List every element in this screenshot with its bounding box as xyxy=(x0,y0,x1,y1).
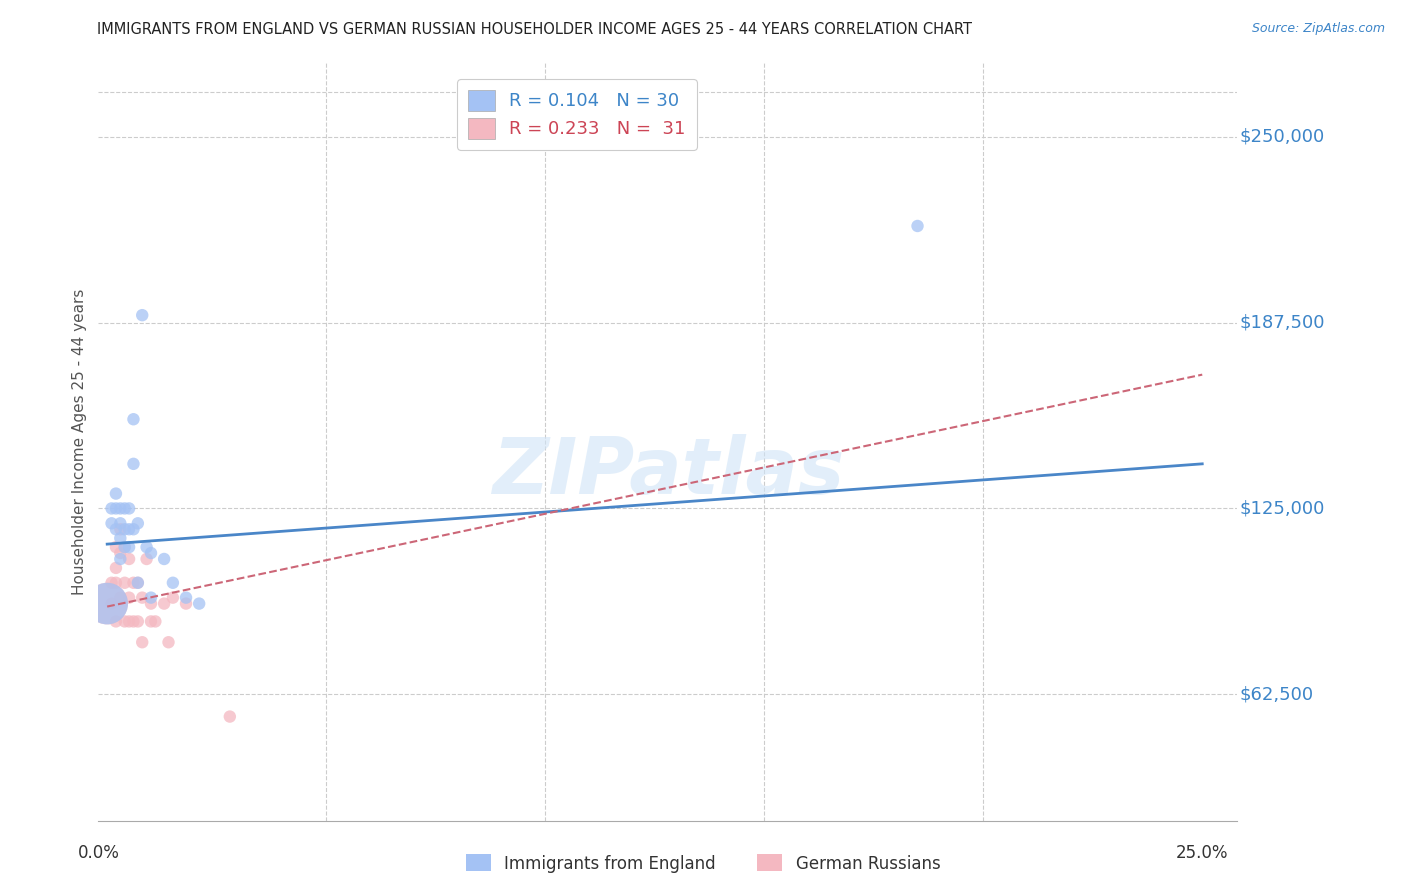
Point xyxy=(153,552,176,566)
Point xyxy=(131,591,153,605)
Point xyxy=(114,615,136,629)
Point xyxy=(122,575,145,590)
Point xyxy=(188,597,211,611)
Point xyxy=(100,516,122,531)
Point xyxy=(110,546,132,560)
Point xyxy=(104,501,127,516)
Point xyxy=(135,540,157,554)
Text: $62,500: $62,500 xyxy=(1240,685,1313,703)
Point xyxy=(145,615,167,629)
Text: Source: ZipAtlas.com: Source: ZipAtlas.com xyxy=(1251,22,1385,36)
Point xyxy=(118,540,141,554)
Point xyxy=(122,615,145,629)
Point xyxy=(139,591,162,605)
Point xyxy=(218,709,240,723)
Point xyxy=(96,597,118,611)
Point xyxy=(118,591,141,605)
Point xyxy=(104,540,127,554)
Point xyxy=(162,575,184,590)
Point xyxy=(114,501,136,516)
Point xyxy=(135,552,157,566)
Point xyxy=(139,546,162,560)
Point xyxy=(114,540,136,554)
Point xyxy=(110,531,132,545)
Point xyxy=(118,615,141,629)
Point xyxy=(122,522,145,536)
Point xyxy=(110,516,132,531)
Point xyxy=(100,597,122,611)
Point xyxy=(174,591,197,605)
Point xyxy=(127,516,149,531)
Point xyxy=(122,412,145,426)
Point xyxy=(110,522,132,536)
Text: 25.0%: 25.0% xyxy=(1175,845,1229,863)
Point xyxy=(127,575,149,590)
Point xyxy=(907,219,929,233)
Point xyxy=(104,486,127,500)
Point xyxy=(110,591,132,605)
Point xyxy=(139,615,162,629)
Point xyxy=(131,635,153,649)
Legend: R = 0.104   N = 30, R = 0.233   N =  31: R = 0.104 N = 30, R = 0.233 N = 31 xyxy=(457,79,696,150)
Point xyxy=(118,552,141,566)
Point xyxy=(104,522,127,536)
Point xyxy=(127,575,149,590)
Point xyxy=(100,501,122,516)
Point xyxy=(118,501,141,516)
Point xyxy=(114,522,136,536)
Point xyxy=(131,308,153,322)
Point xyxy=(110,501,132,516)
Point xyxy=(118,522,141,536)
Point xyxy=(127,615,149,629)
Point xyxy=(162,591,184,605)
Point xyxy=(153,597,176,611)
Point xyxy=(122,457,145,471)
Text: $250,000: $250,000 xyxy=(1240,128,1324,145)
Point xyxy=(96,597,118,611)
Text: ZIPatlas: ZIPatlas xyxy=(492,434,844,510)
Point xyxy=(114,575,136,590)
Point xyxy=(110,552,132,566)
Point xyxy=(114,540,136,554)
Point xyxy=(104,575,127,590)
Text: IMMIGRANTS FROM ENGLAND VS GERMAN RUSSIAN HOUSEHOLDER INCOME AGES 25 - 44 YEARS : IMMIGRANTS FROM ENGLAND VS GERMAN RUSSIA… xyxy=(97,22,972,37)
Point xyxy=(104,615,127,629)
Text: $125,000: $125,000 xyxy=(1240,500,1324,517)
Point xyxy=(157,635,180,649)
Y-axis label: Householder Income Ages 25 - 44 years: Householder Income Ages 25 - 44 years xyxy=(72,288,87,595)
Point xyxy=(139,597,162,611)
Legend: Immigrants from England, German Russians: Immigrants from England, German Russians xyxy=(458,847,948,880)
Text: $187,500: $187,500 xyxy=(1240,314,1324,332)
Text: 0.0%: 0.0% xyxy=(77,845,120,863)
Point xyxy=(100,575,122,590)
Point xyxy=(174,597,197,611)
Point xyxy=(104,561,127,575)
